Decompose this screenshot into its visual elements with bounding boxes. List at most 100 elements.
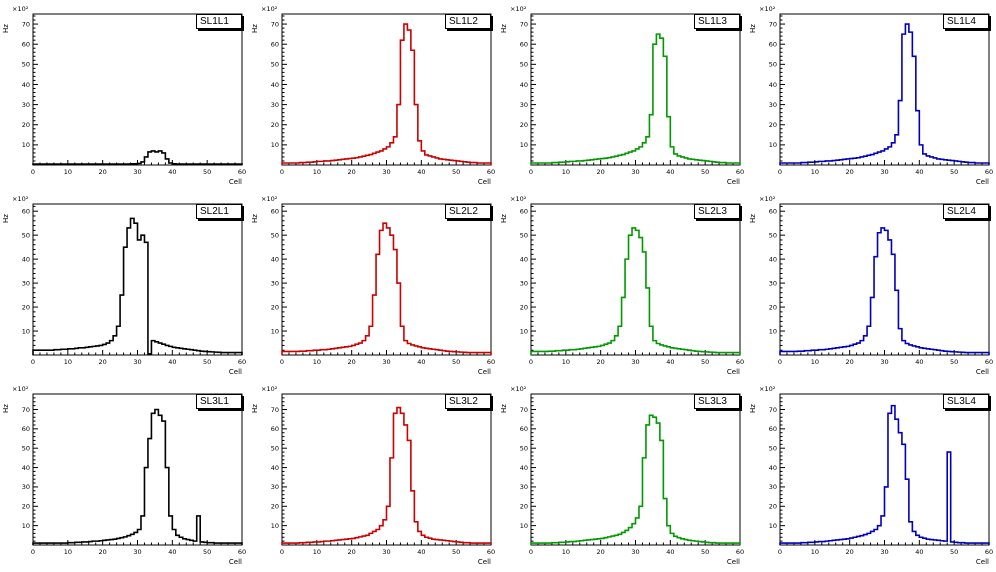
panel-sl1l4: 0 10 20 30 40 50 60 10 20 30 40 50 60 70 Hz ×10² Cell SL… [747,1,996,191]
histogram-sl3l2: 0 10 20 30 40 50 60 10 20 30 40 50 60 70 Hz ×10² Cell [251,385,495,566]
svg-text:50: 50 [950,168,958,176]
svg-text:×10²: ×10² [759,385,776,393]
svg-text:20: 20 [99,358,107,366]
svg-text:60: 60 [238,168,246,176]
svg-text:×10²: ×10² [759,5,776,13]
svg-text:40: 40 [520,464,528,472]
svg-text:60: 60 [22,207,30,215]
svg-text:×10²: ×10² [759,195,776,203]
svg-text:50: 50 [452,168,460,176]
histogram-sl1l3: 0 10 20 30 40 50 60 10 20 30 40 50 60 70 Hz ×10² Cell [500,5,744,186]
svg-text:Cell: Cell [976,368,989,376]
svg-text:30: 30 [631,168,639,176]
svg-text:30: 30 [769,483,777,491]
svg-text:Hz: Hz [500,214,508,223]
svg-text:20: 20 [846,358,854,366]
panel-sl3l4: 0 10 20 30 40 50 60 10 20 30 40 50 60 70 Hz ×10² Cell SL… [747,381,996,571]
svg-text:50: 50 [769,61,777,69]
svg-text:40: 40 [769,81,777,89]
panel-sl2l2: 0 10 20 30 40 50 60 10 20 30 40 50 60 Hz ×10² Cell SL2L… [249,191,498,381]
svg-text:10: 10 [313,358,321,366]
svg-text:10: 10 [22,522,30,530]
svg-text:Hz: Hz [251,214,259,223]
svg-text:40: 40 [417,168,425,176]
svg-text:60: 60 [487,548,495,556]
svg-text:40: 40 [168,358,176,366]
svg-text:60: 60 [238,548,246,556]
histogram-sl1l2: 0 10 20 30 40 50 60 10 20 30 40 50 60 70 Hz ×10² Cell [251,5,495,186]
panel-title-sl2l4: SL2L4 [943,204,989,219]
panel-sl2l3: 0 10 20 30 40 50 60 10 20 30 40 50 60 Hz ×10² Cell SL2L… [498,191,747,381]
svg-text:60: 60 [520,41,528,49]
svg-text:50: 50 [769,231,777,239]
svg-text:70: 70 [22,406,30,414]
svg-text:30: 30 [133,548,141,556]
svg-text:10: 10 [562,168,570,176]
svg-text:20: 20 [520,121,528,129]
svg-text:60: 60 [736,358,744,366]
panel-sl2l4: 0 10 20 30 40 50 60 10 20 30 40 50 60 Hz ×10² Cell SL2L… [747,191,996,381]
svg-text:Hz: Hz [749,404,757,413]
svg-text:20: 20 [348,548,356,556]
svg-text:0: 0 [31,358,35,366]
svg-text:40: 40 [271,255,279,263]
svg-text:40: 40 [915,168,923,176]
svg-text:30: 30 [520,279,528,287]
svg-text:10: 10 [520,141,528,149]
svg-text:10: 10 [22,327,30,335]
svg-text:50: 50 [271,231,279,239]
svg-text:Cell: Cell [229,558,242,566]
panel-title-sl1l3: SL1L3 [694,14,740,29]
svg-text:50: 50 [22,61,30,69]
svg-text:10: 10 [769,522,777,530]
svg-text:0: 0 [529,548,533,556]
svg-text:20: 20 [271,303,279,311]
svg-text:20: 20 [769,503,777,511]
svg-text:40: 40 [520,255,528,263]
svg-text:50: 50 [271,445,279,453]
svg-text:10: 10 [520,522,528,530]
svg-text:40: 40 [915,548,923,556]
svg-text:40: 40 [666,548,674,556]
svg-text:50: 50 [701,358,709,366]
svg-text:Cell: Cell [727,368,740,376]
svg-text:50: 50 [701,548,709,556]
svg-text:20: 20 [348,358,356,366]
svg-text:50: 50 [22,445,30,453]
svg-text:50: 50 [452,548,460,556]
svg-text:60: 60 [985,358,993,366]
panel-sl2l1: 0 10 20 30 40 50 60 10 20 30 40 50 60 Hz ×10² Cell SL2L… [0,191,249,381]
svg-text:10: 10 [811,358,819,366]
svg-text:20: 20 [99,168,107,176]
panel-sl3l1: 0 10 20 30 40 50 60 10 20 30 40 50 60 70 Hz ×10² Cell SL… [0,381,249,571]
svg-text:50: 50 [520,231,528,239]
svg-text:×10²: ×10² [510,195,527,203]
svg-text:10: 10 [271,141,279,149]
svg-text:60: 60 [487,168,495,176]
svg-text:40: 40 [271,464,279,472]
svg-text:20: 20 [846,168,854,176]
svg-text:20: 20 [846,548,854,556]
svg-text:40: 40 [22,255,30,263]
svg-text:60: 60 [271,425,279,433]
svg-text:40: 40 [417,358,425,366]
svg-text:10: 10 [313,168,321,176]
svg-text:30: 30 [769,279,777,287]
panel-title-sl2l3: SL2L3 [694,204,740,219]
svg-text:60: 60 [769,425,777,433]
svg-text:40: 40 [168,168,176,176]
svg-text:10: 10 [271,522,279,530]
svg-text:20: 20 [769,303,777,311]
svg-text:10: 10 [22,141,30,149]
svg-text:0: 0 [280,358,284,366]
svg-text:20: 20 [597,358,605,366]
svg-text:20: 20 [597,168,605,176]
svg-text:60: 60 [520,425,528,433]
svg-text:Hz: Hz [749,214,757,223]
panel-title-sl2l2: SL2L2 [445,204,491,219]
svg-text:10: 10 [520,327,528,335]
svg-text:Cell: Cell [229,368,242,376]
svg-text:30: 30 [382,358,390,366]
svg-text:70: 70 [22,20,30,28]
svg-text:30: 30 [382,168,390,176]
